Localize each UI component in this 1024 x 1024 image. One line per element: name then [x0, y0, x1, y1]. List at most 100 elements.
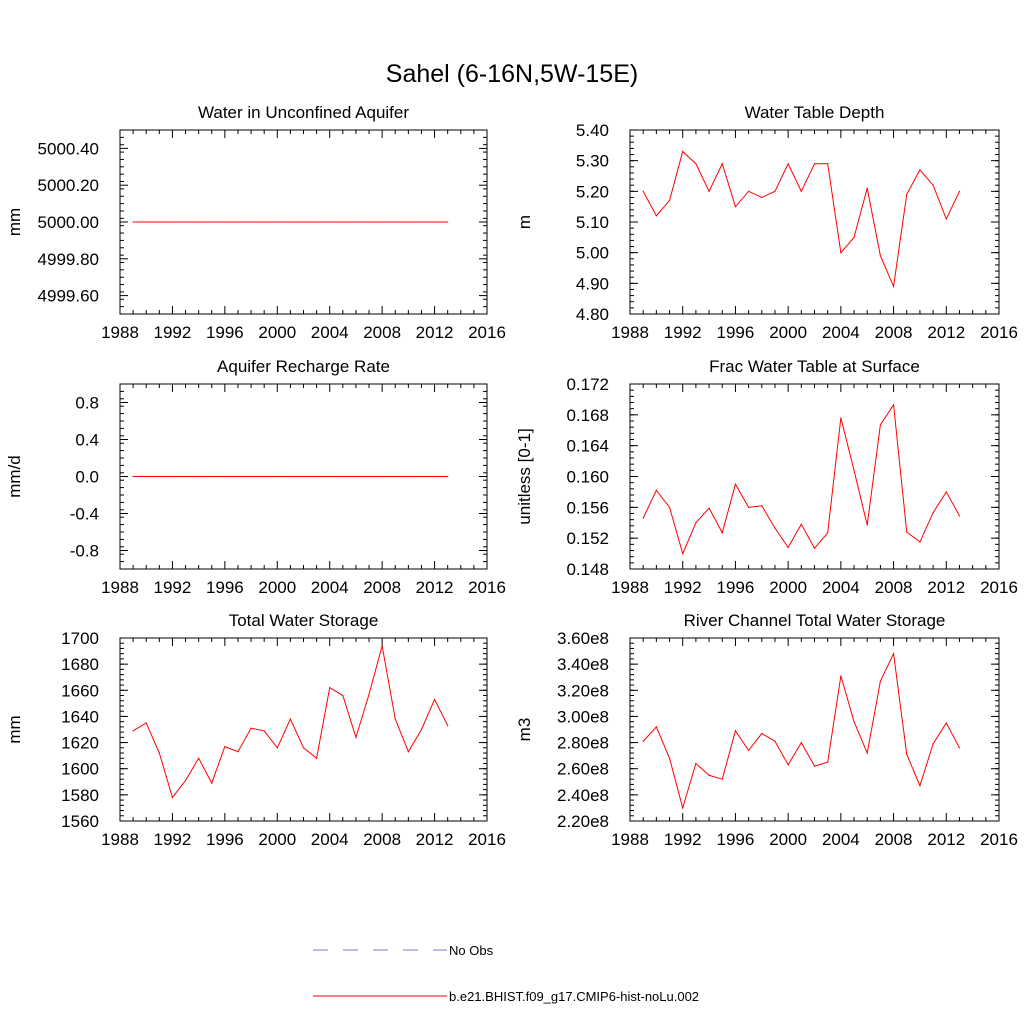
- x-tick-label: 2012: [416, 578, 454, 597]
- y-tick-label: 5.20: [576, 182, 609, 201]
- data-point: [734, 730, 737, 732]
- x-tick-label: 1992: [154, 830, 192, 849]
- data-point: [708, 507, 710, 509]
- series-line: [642, 403, 960, 556]
- data-point: [420, 475, 423, 478]
- data-point: [224, 745, 226, 748]
- x-tick-label: 1988: [611, 830, 649, 849]
- x-tick-label: 1996: [717, 578, 755, 597]
- y-tick-label: 0.148: [566, 560, 609, 579]
- data-point: [642, 517, 644, 519]
- x-tick-label: 2016: [980, 323, 1018, 342]
- figure-title: Sahel (6-16N,5W-15E): [386, 60, 638, 88]
- y-tick-label: -0.8: [70, 542, 99, 561]
- data-point: [945, 218, 947, 220]
- data-point: [655, 726, 657, 728]
- data-point: [184, 221, 187, 223]
- data-point: [447, 475, 449, 478]
- chart-panel: Water in Unconfined Aquifer mm 1988 1992 199…: [5, 103, 506, 342]
- x-tick-label: 2000: [769, 830, 807, 849]
- data-point: [668, 757, 671, 759]
- data-point: [721, 163, 723, 165]
- data-point: [420, 728, 423, 731]
- data-point: [866, 524, 868, 526]
- data-point: [211, 782, 213, 784]
- x-tick-label: 1988: [101, 323, 139, 342]
- data-point: [420, 221, 423, 223]
- data-point: [394, 475, 396, 478]
- data-point: [250, 475, 252, 478]
- y-tick-label: 1660: [61, 681, 99, 700]
- data-point: [721, 778, 723, 780]
- data-point: [919, 541, 921, 543]
- x-tick-label: 1996: [717, 323, 755, 342]
- y-tick-label: 2.20e8: [557, 812, 609, 831]
- x-tick-label: 1992: [664, 578, 702, 597]
- x-tick-label: 2004: [311, 830, 349, 849]
- data-point: [655, 489, 657, 491]
- x-tick-label: 1988: [611, 578, 649, 597]
- x-tick-label: 2000: [769, 323, 807, 342]
- x-tick-label: 2012: [416, 323, 454, 342]
- data-point: [840, 675, 842, 677]
- y-tick-label: 4.90: [576, 274, 609, 293]
- data-point: [682, 807, 684, 809]
- x-tick-label: 2016: [468, 323, 506, 342]
- x-tick-label: 1992: [154, 323, 192, 342]
- data-point: [945, 722, 947, 724]
- data-point: [198, 757, 200, 759]
- data-point: [642, 740, 644, 742]
- data-point: [381, 475, 383, 478]
- data-point: [866, 187, 868, 189]
- data-point: [695, 522, 697, 524]
- data-point: [748, 506, 750, 508]
- data-point: [668, 199, 671, 202]
- data-point: [368, 475, 370, 478]
- data-point: [642, 190, 644, 192]
- chart-panel: Water Table Depth m 1988 1992 1996 2000 2004 20…: [515, 103, 1018, 342]
- x-tick-label: 2000: [258, 323, 296, 342]
- data-point: [407, 475, 409, 478]
- y-tick-label: 0.0: [75, 468, 99, 487]
- plot-frame: [629, 129, 1000, 315]
- y-tick-label: 5.30: [576, 152, 609, 171]
- x-tick-label: 2016: [468, 578, 506, 597]
- data-point: [237, 751, 239, 753]
- data-point: [263, 475, 265, 478]
- data-point: [145, 722, 147, 724]
- data-point: [368, 221, 370, 223]
- data-point: [447, 724, 449, 727]
- y-tick-label: 0.4: [75, 431, 99, 450]
- data-point: [132, 221, 134, 223]
- y-tick-label: 4999.80: [38, 250, 99, 269]
- data-point: [721, 532, 723, 534]
- data-point: [774, 190, 776, 192]
- data-point: [734, 483, 737, 485]
- data-point: [853, 721, 855, 723]
- data-point: [407, 221, 409, 223]
- data-point: [342, 475, 344, 478]
- x-tick-label: 2012: [927, 830, 965, 849]
- y-tick-label: 4999.60: [38, 287, 99, 306]
- y-tick-label: 5.00: [576, 244, 609, 263]
- x-tick-label: 1988: [101, 830, 139, 849]
- data-point: [708, 190, 710, 192]
- data-point: [682, 150, 684, 153]
- data-point: [302, 221, 305, 223]
- data-point: [879, 255, 881, 257]
- y-axis-label: unitless [0-1]: [515, 428, 534, 524]
- data-point: [682, 552, 684, 555]
- y-tick-label: 5.40: [576, 121, 609, 140]
- y-tick-label: -0.4: [70, 505, 99, 524]
- x-tick-label: 1992: [664, 830, 702, 849]
- x-tick-label: 2004: [311, 323, 349, 342]
- data-point: [289, 475, 291, 478]
- data-point: [932, 743, 934, 745]
- data-point: [800, 190, 802, 192]
- data-point: [132, 475, 134, 478]
- y-tick-label: 1600: [61, 760, 99, 779]
- panel-title: Aquifer Recharge Rate: [217, 357, 390, 376]
- y-tick-label: 3.20e8: [557, 681, 609, 700]
- data-point: [958, 747, 961, 749]
- data-point: [250, 727, 252, 729]
